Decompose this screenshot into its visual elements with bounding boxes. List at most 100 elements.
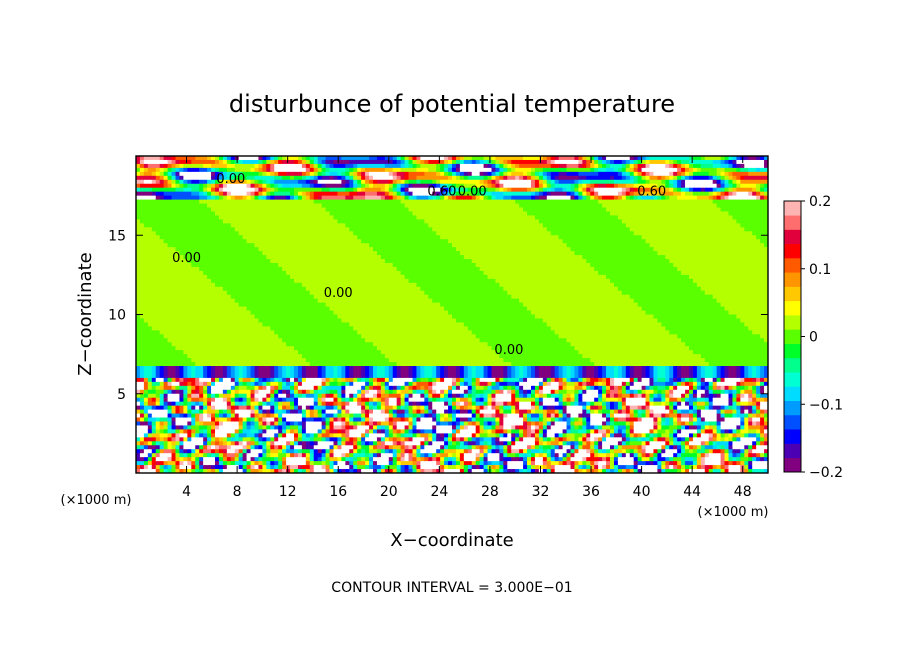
heatmap-cell	[175, 421, 180, 426]
heatmap-cell	[309, 167, 315, 173]
heatmap-cell	[222, 286, 228, 292]
heatmap-cell	[183, 262, 188, 268]
heatmap-cell	[294, 255, 299, 260]
heatmap-cell	[313, 187, 319, 193]
heatmap-cell	[187, 465, 192, 470]
heatmap-cell	[151, 441, 157, 446]
heatmap-cell	[290, 183, 295, 189]
heatmap-cell	[175, 342, 180, 347]
heatmap-cell	[179, 175, 184, 181]
heatmap-cell	[365, 318, 370, 323]
heatmap-cell	[159, 191, 165, 197]
heatmap-cell	[294, 449, 299, 454]
heatmap-cell	[282, 385, 287, 391]
heatmap-cell	[313, 330, 319, 335]
heatmap-cell	[376, 346, 382, 351]
heatmap-cell	[250, 179, 255, 185]
heatmap-cell	[361, 270, 366, 276]
heatmap-cell	[159, 322, 165, 327]
heatmap-cell	[151, 417, 157, 422]
heatmap-cell	[155, 274, 161, 280]
heatmap-cell	[278, 294, 283, 300]
heatmap-cell	[309, 405, 315, 410]
heatmap-cell	[203, 306, 208, 311]
heatmap-cell	[242, 223, 247, 228]
heatmap-cell	[179, 278, 184, 284]
heatmap-cell	[136, 441, 141, 446]
heatmap-cell	[325, 243, 330, 248]
heatmap-cell	[163, 322, 168, 327]
heatmap-cell	[250, 310, 255, 315]
heatmap-cell	[226, 354, 232, 359]
heatmap-cell	[258, 405, 263, 410]
heatmap-cell	[357, 449, 362, 454]
heatmap-cell	[222, 429, 228, 434]
heatmap-cell	[258, 377, 263, 383]
heatmap-cell	[246, 346, 251, 351]
heatmap-cell	[321, 330, 326, 335]
heatmap-cell	[151, 187, 157, 193]
heatmap-cell	[345, 405, 350, 410]
heatmap-cell	[159, 409, 165, 414]
heatmap-cell	[258, 183, 263, 189]
heatmap-cell	[230, 243, 236, 248]
heatmap-cell	[246, 445, 251, 450]
heatmap-cell	[317, 239, 323, 244]
heatmap-cell	[226, 377, 232, 383]
heatmap-cell	[313, 445, 319, 450]
heatmap-cell	[286, 373, 291, 379]
heatmap-cell	[230, 235, 236, 240]
heatmap-cell	[357, 330, 362, 335]
heatmap-cell	[290, 469, 295, 473]
heatmap-cell	[337, 385, 342, 391]
heatmap-cell	[345, 385, 350, 391]
heatmap-cell	[230, 469, 236, 473]
heatmap-cell	[195, 163, 200, 169]
heatmap-cell	[317, 195, 323, 200]
heatmap-cell	[171, 203, 176, 208]
heatmap-cell	[143, 171, 149, 177]
heatmap-cell	[159, 259, 165, 264]
heatmap-cell	[357, 381, 362, 387]
heatmap-cell	[254, 278, 259, 284]
heatmap-cell	[143, 207, 149, 212]
heatmap-cell	[230, 282, 236, 288]
heatmap-cell	[195, 437, 200, 442]
heatmap-cell	[329, 274, 334, 280]
heatmap-cell	[329, 306, 334, 311]
heatmap-cell	[258, 175, 263, 181]
heatmap-cell	[297, 255, 303, 260]
heatmap-cell	[266, 195, 271, 200]
heatmap-cell	[199, 338, 204, 343]
heatmap-cell	[297, 231, 303, 236]
heatmap-cell	[151, 266, 157, 272]
heatmap-cell	[175, 373, 180, 379]
heatmap-cell	[246, 318, 251, 323]
heatmap-cell	[139, 298, 145, 304]
heatmap-cell	[333, 282, 338, 288]
heatmap-cell	[301, 326, 307, 331]
heatmap-cell	[218, 235, 224, 240]
heatmap-cell	[143, 195, 149, 200]
heatmap-cell	[167, 334, 172, 339]
heatmap-cell	[211, 282, 216, 288]
heatmap-cell	[151, 429, 157, 434]
heatmap-cell	[337, 322, 342, 327]
heatmap-cell	[167, 409, 172, 414]
heatmap-cell	[313, 322, 319, 327]
heatmap-cell	[313, 342, 319, 347]
heatmap-cell	[238, 282, 244, 288]
heatmap-cell	[207, 231, 212, 236]
heatmap-cell	[353, 409, 358, 414]
heatmap-cell	[159, 290, 165, 296]
heatmap-cell	[143, 401, 149, 407]
heatmap-cell	[262, 417, 267, 422]
heatmap-cell	[266, 255, 271, 260]
heatmap-cell	[282, 429, 287, 434]
heatmap-cell	[365, 255, 370, 260]
heatmap-cell	[254, 326, 259, 331]
heatmap-cell	[301, 191, 307, 197]
heatmap-cell	[222, 401, 228, 407]
heatmap-cell	[349, 350, 354, 355]
heatmap-cell	[207, 354, 212, 359]
